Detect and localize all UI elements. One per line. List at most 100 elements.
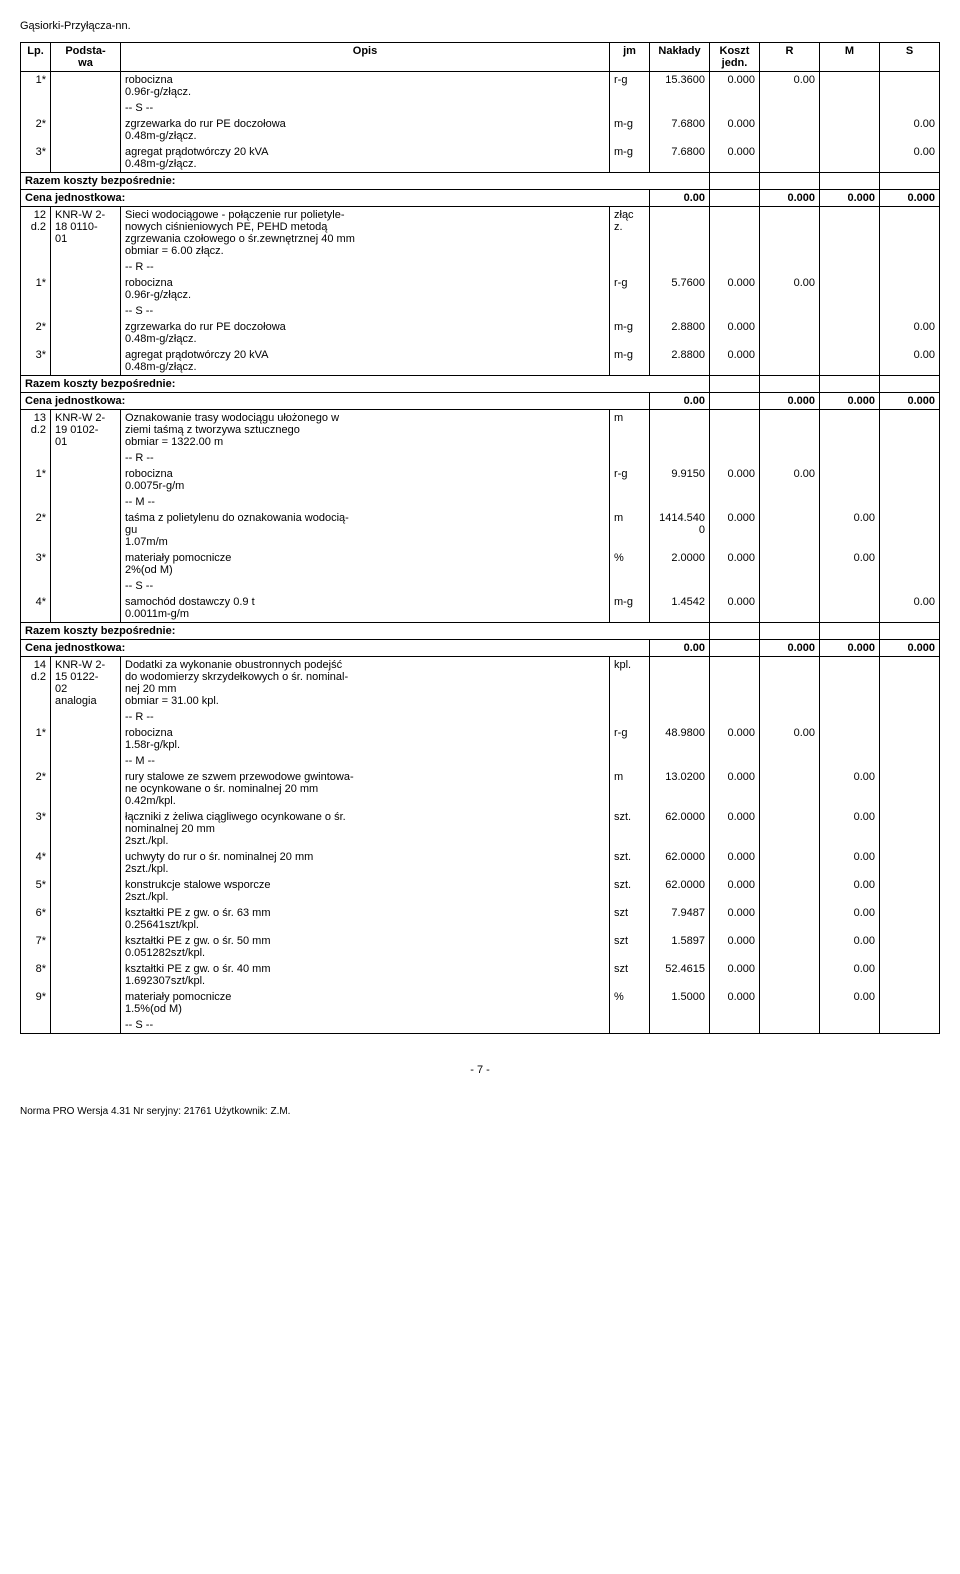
col-r: R <box>760 43 820 72</box>
razem-label: Razem koszty bezpośrednie: <box>21 173 710 190</box>
cell-koszt: 0.000 <box>710 725 760 753</box>
cell-jm: m <box>610 410 650 451</box>
cell-lp: 9* <box>21 989 51 1017</box>
cell-s-marker: -- S -- <box>121 100 610 116</box>
cell-lp: 1* <box>21 466 51 494</box>
table-row: 2* rury stalowe ze szwem przewodowe gwin… <box>21 769 940 809</box>
cell-jm: m-g <box>610 319 650 347</box>
razem-m: 0.000 <box>820 393 880 410</box>
cell-opis: uchwyty do rur o śr. nominalnej 20 mm 2s… <box>121 849 610 877</box>
table-row: 9* materiały pomocnicze 1.5%(od M) % 1.5… <box>21 989 940 1017</box>
cell-naklady: 1.5000 <box>650 989 710 1017</box>
summary-row: Cena jednostkowa: 0.00 0.000 0.000 0.000 <box>21 640 940 657</box>
cena-label: Cena jednostkowa: <box>21 190 650 207</box>
cell-koszt: 0.000 <box>710 319 760 347</box>
cell-m-marker: -- M -- <box>121 753 610 769</box>
table-row: 7* kształtki PE z gw. o śr. 50 mm 0.0512… <box>21 933 940 961</box>
razem-r: 0.000 <box>760 640 820 657</box>
cell-opis: materiały pomocnicze 2%(od M) <box>121 550 610 578</box>
summary-row: Razem koszty bezpośrednie: <box>21 376 940 393</box>
page-number: - 7 - <box>20 1064 940 1076</box>
col-lp: Lp. <box>21 43 51 72</box>
col-opis: Opis <box>121 43 610 72</box>
cell-naklady: 1.4542 <box>650 594 710 623</box>
section-row: 14 d.2 KNR-W 2- 15 0122- 02 analogia Dod… <box>21 657 940 710</box>
cell-r-marker: -- R -- <box>121 709 610 725</box>
cell-jm: szt <box>610 933 650 961</box>
cena-val: 0.00 <box>650 190 710 207</box>
razem-m: 0.000 <box>820 190 880 207</box>
summary-row: Cena jednostkowa: 0.00 0.000 0.000 0.000 <box>21 393 940 410</box>
cell-naklady: 62.0000 <box>650 877 710 905</box>
cell-opis: zgrzewarka do rur PE doczołowa 0.48m-g/z… <box>121 116 610 144</box>
cell-koszt: 0.000 <box>710 809 760 849</box>
cell-lp: 2* <box>21 116 51 144</box>
cell-opis: zgrzewarka do rur PE doczołowa 0.48m-g/z… <box>121 319 610 347</box>
cell-naklady: 2.0000 <box>650 550 710 578</box>
cell-naklady: 5.7600 <box>650 275 710 303</box>
cell-r: 0.00 <box>760 275 820 303</box>
col-s: S <box>880 43 940 72</box>
table-row: 4* uchwyty do rur o śr. nominalnej 20 mm… <box>21 849 940 877</box>
table-row: 5* konstrukcje stalowe wsporcze 2szt./kp… <box>21 877 940 905</box>
col-jm: jm <box>610 43 650 72</box>
table-row: -- M -- <box>21 494 940 510</box>
cell-jm: m-g <box>610 116 650 144</box>
cell-m: 0.00 <box>820 849 880 877</box>
cell-koszt: 0.000 <box>710 275 760 303</box>
cell-opis: Sieci wodociągowe - połączenie rur polie… <box>121 207 610 260</box>
cell-lp: 6* <box>21 905 51 933</box>
cell-lp: 1* <box>21 725 51 753</box>
col-naklady: Nakłady <box>650 43 710 72</box>
table-row: -- R -- <box>21 259 940 275</box>
cell-jm: m-g <box>610 144 650 173</box>
cell-naklady: 2.8800 <box>650 347 710 376</box>
razem-m: 0.000 <box>820 640 880 657</box>
cell-koszt: 0.000 <box>710 769 760 809</box>
cell-opis: rury stalowe ze szwem przewodowe gwintow… <box>121 769 610 809</box>
cell-lp: 8* <box>21 961 51 989</box>
cell-opis: konstrukcje stalowe wsporcze 2szt./kpl. <box>121 877 610 905</box>
table-row: 4* samochód dostawczy 0.9 t 0.0011m-g/m … <box>21 594 940 623</box>
cell-m: 0.00 <box>820 905 880 933</box>
table-row: 1* robocizna 0.96r-g/złącz. r-g 5.7600 0… <box>21 275 940 303</box>
cell-koszt: 0.000 <box>710 877 760 905</box>
cell-jm: r-g <box>610 72 650 101</box>
razem-r: 0.000 <box>760 393 820 410</box>
section-row: 13 d.2 KNR-W 2- 19 0102- 01 Oznakowanie … <box>21 410 940 451</box>
cell-opis: samochód dostawczy 0.9 t 0.0011m-g/m <box>121 594 610 623</box>
cell-podstawa: KNR-W 2- 18 0110- 01 <box>51 207 121 260</box>
table-row: 2* zgrzewarka do rur PE doczołowa 0.48m-… <box>21 116 940 144</box>
cell-opis: kształtki PE z gw. o śr. 40 mm 1.692307s… <box>121 961 610 989</box>
cell-opis: kształtki PE z gw. o śr. 63 mm 0.25641sz… <box>121 905 610 933</box>
cell-s: 0.00 <box>880 116 940 144</box>
col-koszt: Koszt jedn. <box>710 43 760 72</box>
cell-naklady: 48.9800 <box>650 725 710 753</box>
table-row: -- R -- <box>21 709 940 725</box>
table-row: -- M -- <box>21 753 940 769</box>
razem-r: 0.000 <box>760 190 820 207</box>
cell-jm: szt. <box>610 877 650 905</box>
table-row: 1* robocizna 0.96r-g/złącz. r-g 15.3600 … <box>21 72 940 101</box>
cell-s: 0.00 <box>880 144 940 173</box>
col-m: M <box>820 43 880 72</box>
razem-s: 0.000 <box>880 393 940 410</box>
cell-koszt: 0.000 <box>710 933 760 961</box>
cell-koszt: 0.000 <box>710 116 760 144</box>
cell-jm: m <box>610 510 650 550</box>
cell-s-marker: -- S -- <box>121 303 610 319</box>
cell-lp: 1* <box>21 72 51 101</box>
cell-r: 0.00 <box>760 466 820 494</box>
cell-lp: 3* <box>21 144 51 173</box>
cell-r-marker: -- R -- <box>121 450 610 466</box>
cell-koszt: 0.000 <box>710 989 760 1017</box>
cell-opis: robocizna 1.58r-g/kpl. <box>121 725 610 753</box>
cena-val: 0.00 <box>650 393 710 410</box>
cell-opis: Oznakowanie trasy wodociągu ułożonego w … <box>121 410 610 451</box>
cell-jm: szt. <box>610 809 650 849</box>
cell-podstawa: KNR-W 2- 15 0122- 02 analogia <box>51 657 121 710</box>
cell-jm: kpl. <box>610 657 650 710</box>
cell-s: 0.00 <box>880 594 940 623</box>
cell-jm: m-g <box>610 594 650 623</box>
cell-naklady: 62.0000 <box>650 809 710 849</box>
